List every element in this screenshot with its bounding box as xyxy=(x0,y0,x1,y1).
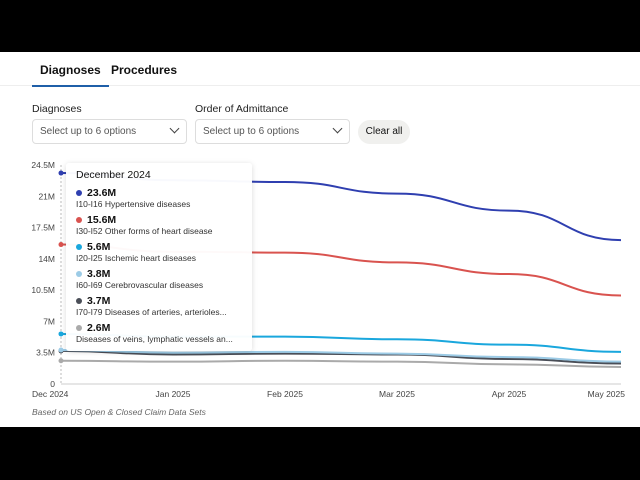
tooltip-item: 2.6M Diseases of veins, lymphatic vessels… xyxy=(76,322,242,346)
tooltip-item: 3.7M I70-I79 Diseases of arteries, arteri… xyxy=(76,295,242,319)
y-tick-label: 24.5M xyxy=(31,160,55,170)
tooltip-value-text: 15.6M xyxy=(87,214,117,226)
tooltip-series-name: I20-I25 Ischemic heart diseases xyxy=(76,253,197,263)
x-tick-label: Feb 2025 xyxy=(267,389,303,399)
chart-tooltip: December 2024 23.6M I10-I16 Hypertensive … xyxy=(66,163,252,351)
diagnoses-select[interactable]: Select up to 6 options xyxy=(32,119,187,144)
hover-point-3 xyxy=(58,347,64,353)
tooltip-series-name: I70-I79 Diseases of arteries, arterioles… xyxy=(76,307,227,317)
tooltip-series-name: I30-I52 Other forms of heart disease xyxy=(76,226,213,236)
x-tick-label: Jan 2025 xyxy=(156,389,191,399)
tooltip-value: 3.8M xyxy=(76,268,242,280)
footnote: Based on US Open & Closed Claim Data Set… xyxy=(32,407,206,417)
tooltip-value-text: 3.7M xyxy=(87,295,111,307)
order-select-placeholder: Select up to 6 options xyxy=(203,126,300,137)
tooltip-series-name: I10-I16 Hypertensive diseases xyxy=(76,199,191,209)
order-select[interactable]: Select up to 6 options xyxy=(195,119,350,144)
tooltip-value: 3.7M xyxy=(76,295,242,307)
hover-point-2 xyxy=(58,331,64,337)
tooltip-item: 15.6M I30-I52 Other forms of heart diseas… xyxy=(76,214,242,238)
y-tick-label: 21M xyxy=(38,191,55,201)
diagnoses-select-placeholder: Select up to 6 options xyxy=(40,126,137,137)
tooltip-value: 15.6M xyxy=(76,214,242,226)
diagnoses-filter-label: Diagnoses xyxy=(32,103,82,115)
series-dot-icon xyxy=(76,298,82,304)
tab-bar: Diagnoses Procedures xyxy=(0,52,640,87)
tooltip-series-name: Diseases of veins, lymphatic vessels an.… xyxy=(76,334,233,344)
tooltip-value-text: 2.6M xyxy=(87,322,111,334)
y-tick-label: 10.5M xyxy=(31,285,55,295)
clear-all-button[interactable]: Clear all xyxy=(358,120,410,144)
tooltip-item: 5.6M I20-I25 Ischemic heart diseases xyxy=(76,241,242,265)
y-tick-label: 14M xyxy=(38,254,55,264)
tooltip-value-text: 3.8M xyxy=(87,268,111,280)
tooltip-series-name: I60-I69 Cerebrovascular diseases xyxy=(76,280,204,290)
series-dot-icon xyxy=(76,271,82,277)
x-tick-label: May 2025 xyxy=(588,389,626,399)
series-line-3[interactable] xyxy=(60,349,622,363)
x-tick-label: Apr 2025 xyxy=(492,389,527,399)
tooltip-item: 23.6M I10-I16 Hypertensive diseases xyxy=(76,187,242,211)
series-line-5[interactable] xyxy=(60,359,622,369)
series-dot-icon xyxy=(76,217,82,223)
order-filter-label: Order of Admittance xyxy=(195,103,289,115)
tooltip-value: 2.6M xyxy=(76,322,242,334)
tooltip-value: 5.6M xyxy=(76,241,242,253)
series-dot-icon xyxy=(76,190,82,196)
tab-diagnoses[interactable]: Diagnoses xyxy=(32,63,109,87)
y-tick-label: 17.5M xyxy=(31,223,55,233)
tooltip-value-text: 5.6M xyxy=(87,241,111,253)
hover-point-0 xyxy=(58,170,64,176)
y-tick-label: 3.5M xyxy=(36,348,55,358)
series-line-4[interactable] xyxy=(60,349,622,365)
hover-point-1 xyxy=(58,242,64,248)
series-dot-icon xyxy=(76,325,82,331)
x-tick-label: Mar 2025 xyxy=(379,389,415,399)
series-dot-icon xyxy=(76,244,82,250)
tooltip-value: 23.6M xyxy=(76,187,242,199)
tooltip-value-text: 23.6M xyxy=(87,187,117,199)
hover-point-5 xyxy=(58,358,64,364)
y-tick-label: 7M xyxy=(43,316,55,326)
tooltip-title: December 2024 xyxy=(76,169,151,181)
y-tick-label: 0 xyxy=(50,379,55,389)
tab-procedures[interactable]: Procedures xyxy=(111,63,178,77)
x-tick-label: Dec 2024 xyxy=(32,389,69,399)
tooltip-item: 3.8M I60-I69 Cerebrovascular diseases xyxy=(76,268,242,292)
